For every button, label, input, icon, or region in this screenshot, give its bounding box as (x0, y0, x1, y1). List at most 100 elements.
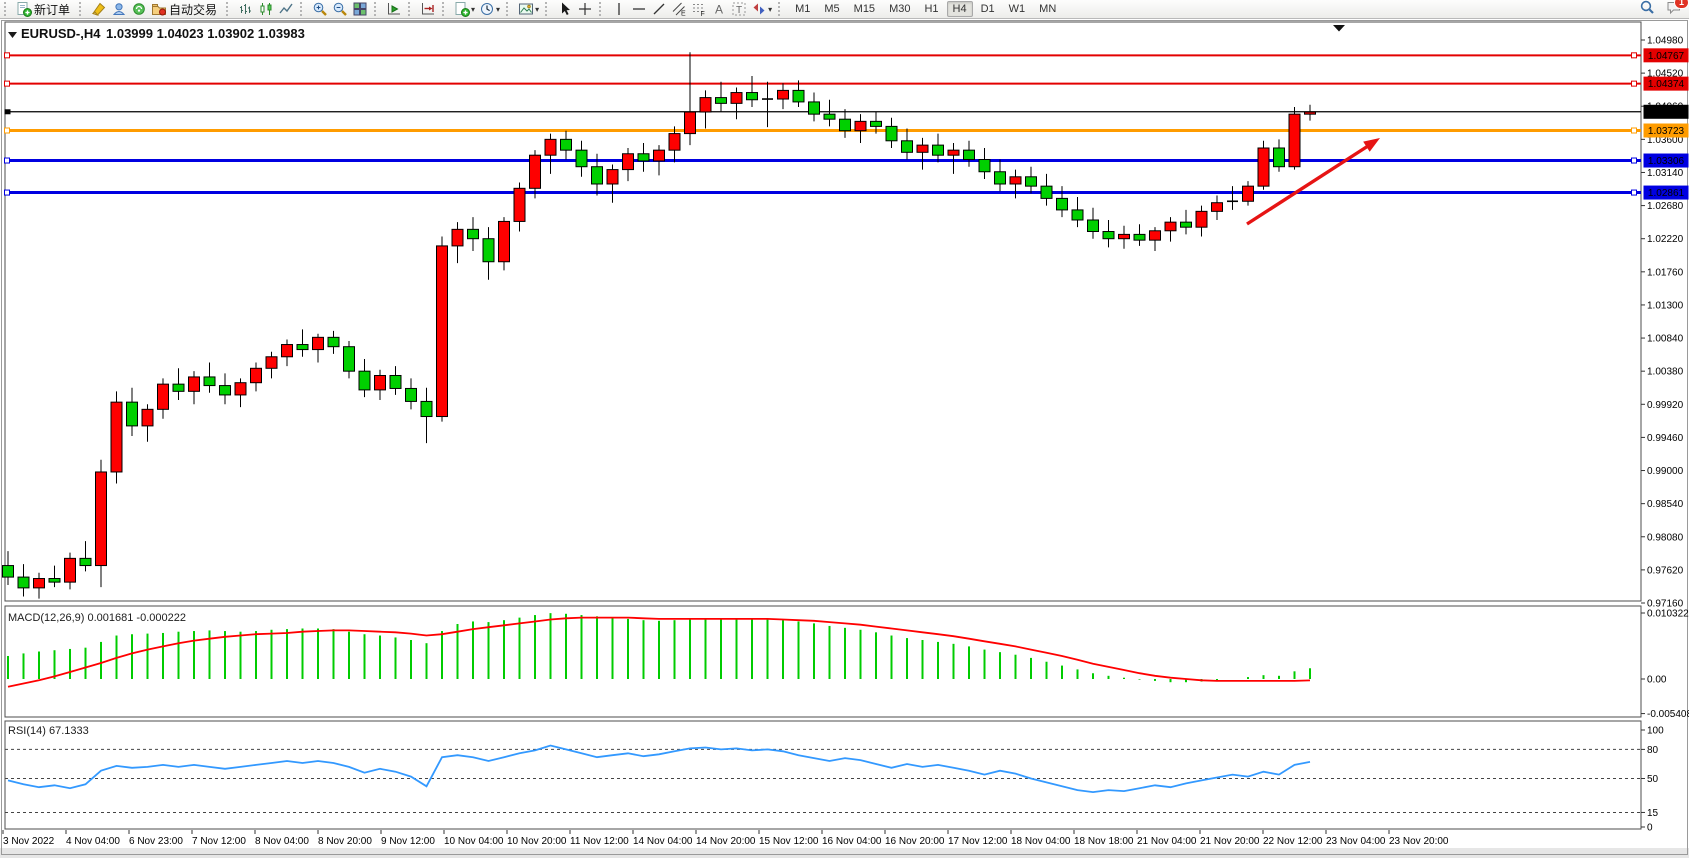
scroll-to-end-marker[interactable] (1333, 25, 1345, 32)
crosshair-button[interactable] (575, 0, 595, 18)
text-label-icon: T (731, 1, 747, 17)
search-button[interactable] (1639, 0, 1656, 19)
candle-bear (792, 89, 805, 103)
vertical-line-button[interactable] (609, 0, 629, 18)
text-button[interactable]: A (709, 0, 729, 18)
autotrading-button[interactable]: 自动交易 (149, 0, 222, 18)
timeframe-m15-button[interactable]: M15 (853, 3, 876, 15)
zoom-in-button[interactable] (310, 0, 330, 18)
candle-bull (684, 111, 696, 135)
new-chart-button[interactable]: ▾ (452, 0, 477, 18)
bar-chart-button[interactable] (236, 0, 256, 18)
macd-label: MACD(12,26,9) 0.001681 -0.000222 (8, 612, 186, 624)
line-handle[interactable] (4, 157, 10, 164)
line-handle[interactable] (1631, 189, 1637, 196)
line-chart-button[interactable] (276, 0, 296, 18)
horizontal-line-icon (631, 1, 647, 17)
line-handle[interactable] (4, 52, 10, 59)
price-badge-label: 1.04374 (1648, 79, 1685, 90)
time-axis-label: 21 Nov 04:00 (1137, 836, 1197, 847)
line-handle[interactable] (1631, 157, 1637, 164)
rsi-axis-label: 100 (1647, 726, 1664, 737)
candle-bull (1211, 202, 1223, 212)
timeframe-m5-button[interactable]: M5 (824, 3, 840, 15)
candle-bear (1133, 233, 1146, 241)
chart-shift-button[interactable] (418, 0, 438, 18)
price-badge-label: 1.03983 (1648, 107, 1685, 118)
navigator-button[interactable] (109, 0, 129, 18)
time-axis-label: 14 Nov 20:00 (696, 836, 756, 847)
svg-text:F: F (701, 11, 705, 17)
timeframe-h1-button[interactable]: H1 (924, 3, 939, 15)
zoom-out-button[interactable] (330, 0, 350, 18)
market-watch-button[interactable] (89, 0, 109, 18)
cursor-button[interactable] (555, 0, 575, 18)
candle-bear (823, 113, 836, 120)
svg-text:T: T (736, 5, 742, 16)
line-handle[interactable] (4, 189, 10, 196)
main-price-panel (4, 21, 1642, 602)
candle-bull (606, 169, 619, 185)
candle-bear (1273, 147, 1285, 168)
candle-bull (730, 92, 743, 104)
notifications-button[interactable]: 1 (1666, 0, 1689, 19)
chart-window-border (1, 20, 1688, 855)
new-order-button[interactable]: 新订单 (14, 0, 75, 18)
rsi-axis-label: 0 (1647, 823, 1653, 834)
timeframe-m30-button[interactable]: M30 (889, 3, 911, 15)
candle-bear (637, 153, 650, 162)
svg-text:E: E (681, 11, 686, 18)
candle-bull (64, 557, 76, 583)
signals-button[interactable] (129, 0, 149, 18)
line-handle[interactable] (1631, 127, 1637, 134)
text-label-button[interactable]: T (729, 0, 749, 18)
candle-bear (1071, 209, 1084, 221)
candle-bear (79, 557, 92, 567)
candlestick-chart-button[interactable] (256, 0, 276, 18)
candle-bull (947, 149, 960, 156)
timeframe-h4-button[interactable]: H4 (946, 1, 973, 17)
annotations-layer[interactable] (1246, 25, 1380, 226)
equidistant-channel-button[interactable]: E (669, 0, 689, 18)
time-axis-label: 17 Nov 12:00 (948, 836, 1008, 847)
price-line-marker (4, 109, 11, 115)
candle-bull (1009, 176, 1022, 185)
price-axis-label: 1.04980 (1647, 36, 1684, 47)
time-axis-label: 6 Nov 23:00 (129, 836, 183, 847)
symbol-dropdown-icon[interactable] (8, 32, 17, 38)
timeframe-mn-button[interactable]: MN (1039, 3, 1057, 15)
candle-bear (591, 166, 603, 185)
timeframe-w1-button[interactable]: W1 (1008, 3, 1026, 15)
price-axis-label: 0.97620 (1647, 565, 1684, 576)
candle-bull (854, 120, 867, 132)
trend-arrow[interactable] (1246, 144, 1369, 226)
time-axis-label: 14 Nov 04:00 (633, 836, 693, 847)
signals-icon (131, 1, 147, 17)
templates-button[interactable]: ▾ (516, 0, 541, 18)
auto-scroll-icon (386, 1, 402, 17)
overlay-lines-layer[interactable] (4, 52, 1642, 196)
line-handle[interactable] (1631, 80, 1637, 87)
timeframe-d1-button[interactable]: D1 (980, 3, 995, 15)
chart-canvas[interactable]: 1.049801.045201.040601.036001.031401.026… (0, 19, 1689, 858)
auto-scroll-button[interactable] (384, 0, 404, 18)
arrows-icon (751, 1, 767, 17)
horizontal-line-button[interactable] (629, 0, 649, 18)
axes-layer[interactable]: 1.049801.045201.040601.036001.031401.026… (2, 36, 1689, 848)
line-handle[interactable] (4, 127, 10, 134)
candle-bull (451, 228, 464, 247)
candle-bear (203, 376, 216, 387)
fibonacci-button[interactable]: F (689, 0, 709, 18)
trendline-button[interactable] (649, 0, 669, 18)
arrows-button[interactable]: ▾ (749, 0, 774, 18)
macd-panel (4, 605, 1642, 718)
line-handle[interactable] (1631, 52, 1637, 59)
tile-windows-button[interactable] (350, 0, 370, 18)
candle-bull (1288, 113, 1301, 168)
candle-bear (1056, 197, 1068, 211)
timeframe-m1-button[interactable]: M1 (795, 3, 811, 15)
line-handle[interactable] (4, 80, 10, 87)
time-axis-label: 4 Nov 04:00 (66, 836, 120, 847)
market-watch-icon (91, 1, 107, 17)
profiles-button[interactable]: ▾ (477, 0, 502, 18)
